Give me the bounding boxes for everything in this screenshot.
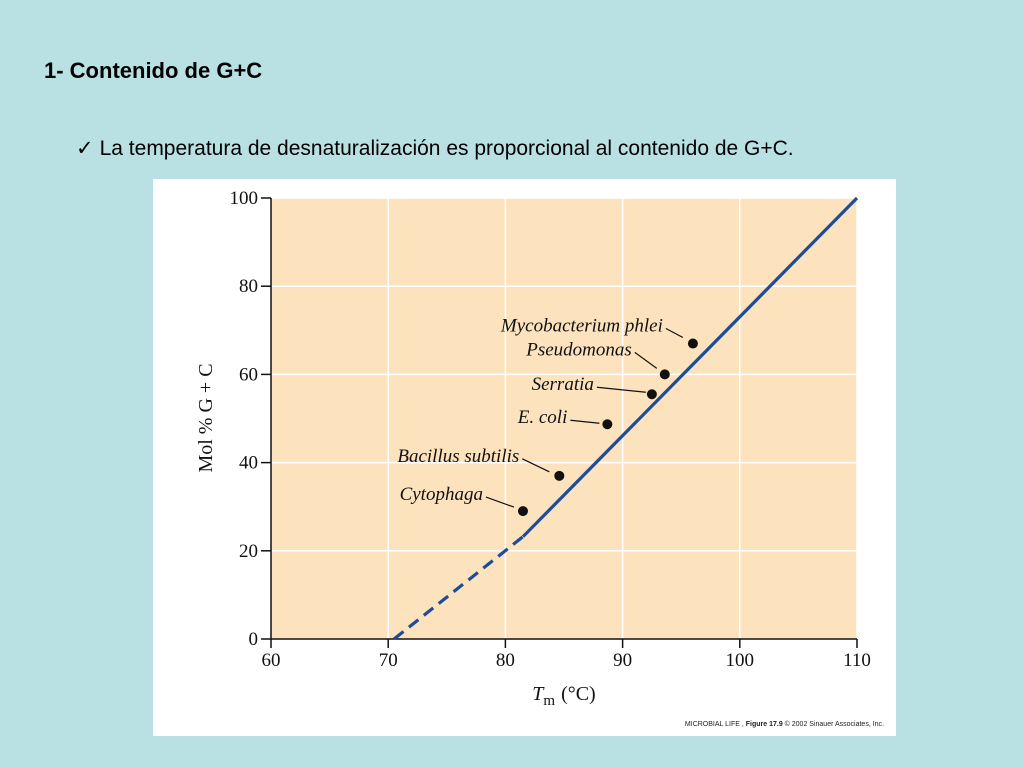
data-point bbox=[687, 338, 698, 349]
y-tick-label: 60 bbox=[239, 364, 258, 385]
data-point bbox=[602, 419, 613, 430]
x-tick-label: 90 bbox=[613, 650, 632, 671]
x-axis-title-sub: m bbox=[543, 693, 555, 709]
gc-content-chart: 0 20 40 60 80 100 60 70 80 90 100 110 Mycobacterium… bbox=[195, 188, 871, 709]
y-tick-label: 80 bbox=[239, 276, 258, 297]
x-axis-title-main: T bbox=[532, 683, 545, 705]
x-tick-label: 100 bbox=[726, 650, 755, 671]
y-axis-title: Mol % G + C bbox=[195, 363, 217, 472]
leader-line bbox=[570, 419, 600, 424]
credit-rest: © 2002 Sinauer Associates, Inc. bbox=[784, 721, 884, 728]
tick-labels: 0 20 40 60 80 100 60 70 80 90 100 110 bbox=[230, 188, 871, 671]
data-point bbox=[659, 369, 670, 380]
data-point bbox=[646, 389, 657, 400]
x-axis-title-unit: (°C) bbox=[561, 683, 596, 705]
y-tick-label: 40 bbox=[239, 453, 258, 474]
data-point bbox=[517, 506, 528, 517]
y-tick-label: 20 bbox=[239, 541, 258, 562]
axes bbox=[261, 197, 858, 648]
point-label: Mycobacterium phlei bbox=[500, 316, 663, 337]
figure-panel: 0 20 40 60 80 100 60 70 80 90 100 110 Mycobacterium… bbox=[153, 179, 896, 736]
leader-line bbox=[596, 386, 646, 393]
point-label: Pseudomonas bbox=[525, 339, 632, 360]
plot-background bbox=[271, 198, 857, 639]
fit-line-solid bbox=[521, 196, 859, 538]
leader-line bbox=[485, 496, 515, 508]
point-label: Serratia bbox=[532, 374, 594, 395]
credit-book: MICROBIAL LIFE , bbox=[684, 721, 744, 728]
credit-figure: Figure 17.9 bbox=[745, 721, 783, 728]
x-tick-label: 110 bbox=[843, 650, 871, 671]
leader-line bbox=[665, 327, 684, 339]
y-tick-label: 0 bbox=[249, 629, 259, 650]
fit-line bbox=[393, 196, 859, 641]
point-label: E. coli bbox=[517, 407, 568, 428]
point-label: Bacillus subtilis bbox=[397, 446, 519, 467]
data-points bbox=[517, 338, 698, 517]
check-icon: ✓ bbox=[76, 137, 94, 160]
x-tick-label: 80 bbox=[496, 650, 515, 671]
point-label: Cytophaga bbox=[400, 484, 483, 505]
leader-line bbox=[522, 458, 550, 473]
x-axis-title: Tm (°C) bbox=[532, 683, 595, 709]
y-tick-label: 100 bbox=[230, 188, 259, 209]
figure-credit: MICROBIAL LIFE , Figure 17.9 © 2002 Sina… bbox=[685, 721, 884, 728]
fit-line-dashed bbox=[393, 535, 524, 641]
x-tick-label: 70 bbox=[379, 650, 398, 671]
bullet-point: ✓ La temperatura de desnaturalización es … bbox=[76, 136, 794, 161]
leader-line bbox=[634, 351, 658, 369]
slide-title: 1- Contenido de G+C bbox=[44, 58, 263, 83]
grid-lines bbox=[271, 197, 858, 639]
bullet-text: La temperatura de desnaturalización es p… bbox=[99, 137, 794, 160]
data-point bbox=[554, 470, 565, 481]
x-tick-label: 60 bbox=[262, 650, 281, 671]
